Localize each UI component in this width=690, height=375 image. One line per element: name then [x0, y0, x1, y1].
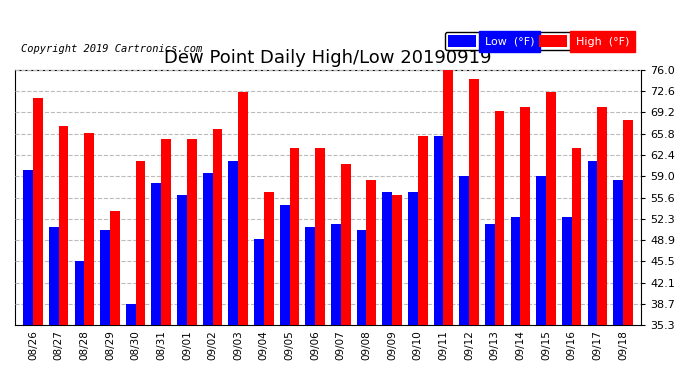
Bar [444, 70, 453, 375]
Bar [623, 120, 633, 375]
Bar [100, 230, 110, 375]
Bar [264, 192, 274, 375]
Bar [357, 230, 366, 375]
Bar [187, 139, 197, 375]
Bar [562, 217, 572, 375]
Bar [203, 173, 213, 375]
Bar [152, 183, 161, 375]
Bar [613, 180, 623, 375]
Bar [279, 205, 290, 375]
Bar [161, 139, 171, 375]
Bar [382, 192, 392, 375]
Bar [33, 98, 43, 375]
Bar [366, 180, 376, 375]
Bar [434, 136, 444, 375]
Bar [254, 239, 264, 375]
Bar [536, 177, 546, 375]
Bar [84, 132, 94, 375]
Bar [213, 129, 222, 375]
Bar [290, 148, 299, 375]
Bar [572, 148, 582, 375]
Bar [495, 111, 504, 375]
Bar [511, 217, 520, 375]
Bar [460, 177, 469, 375]
Bar [238, 92, 248, 375]
Bar [306, 227, 315, 375]
Bar [49, 227, 59, 375]
Legend: Low  (°F), High  (°F): Low (°F), High (°F) [445, 32, 632, 50]
Bar [59, 126, 68, 375]
Bar [331, 224, 341, 375]
Title: Dew Point Daily High/Low 20190919: Dew Point Daily High/Low 20190919 [164, 49, 492, 67]
Bar [598, 108, 607, 375]
Bar [23, 170, 33, 375]
Bar [75, 261, 84, 375]
Bar [520, 108, 530, 375]
Bar [408, 192, 417, 375]
Bar [315, 148, 325, 375]
Bar [126, 304, 135, 375]
Bar [392, 195, 402, 375]
Bar [135, 161, 146, 375]
Bar [588, 161, 598, 375]
Bar [177, 195, 187, 375]
Bar [485, 224, 495, 375]
Bar [546, 92, 556, 375]
Bar [341, 164, 351, 375]
Bar [469, 79, 479, 375]
Text: Copyright 2019 Cartronics.com: Copyright 2019 Cartronics.com [21, 44, 202, 54]
Bar [417, 136, 428, 375]
Bar [110, 211, 119, 375]
Bar [228, 161, 238, 375]
